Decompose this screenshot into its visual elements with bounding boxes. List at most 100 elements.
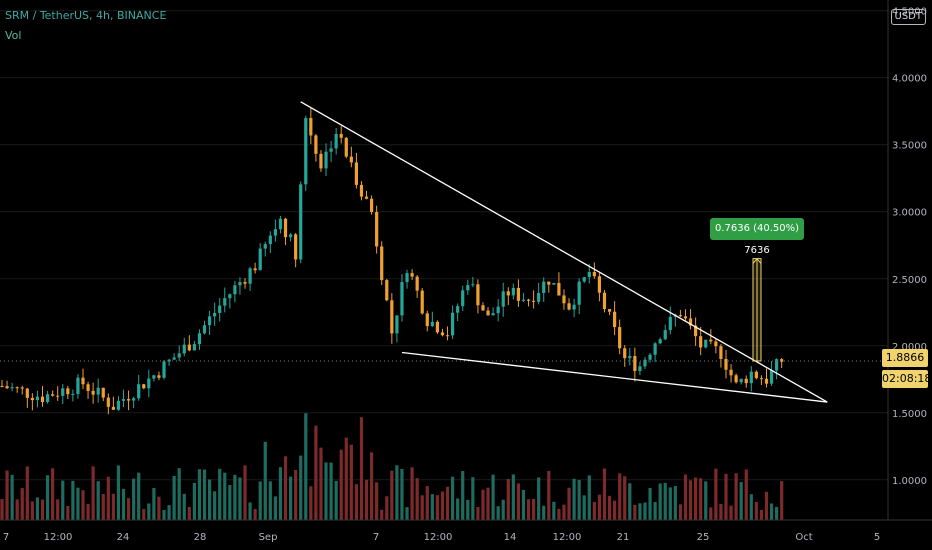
candle-body (607, 309, 612, 312)
volume-bar (263, 441, 267, 520)
volume-bar (283, 456, 288, 520)
candle-body (147, 378, 151, 389)
candle-body (20, 387, 24, 389)
candle-body (96, 387, 100, 395)
candle-body (769, 370, 774, 384)
candle-body (223, 298, 227, 306)
candle-body (582, 277, 586, 282)
volume-bar (76, 487, 80, 520)
candle-body (648, 354, 652, 360)
volume-bar (709, 507, 713, 520)
candle-body (111, 406, 115, 410)
volume-indicator-label[interactable]: Vol (5, 29, 22, 42)
volume-bar (532, 498, 536, 520)
y-tick-label: 2.0000 (892, 342, 927, 353)
candle-body (688, 318, 693, 326)
candle-body (724, 358, 728, 370)
volume-bar (299, 455, 303, 520)
candle-body (506, 291, 510, 296)
candle-body (491, 313, 495, 316)
candle-body (415, 276, 419, 291)
volume-bar (552, 501, 556, 520)
trend-lines (300, 101, 828, 403)
volume-bar (683, 474, 688, 520)
volume-bar (223, 472, 227, 520)
volume-bar (329, 462, 333, 520)
candle-body (167, 359, 171, 362)
volume-bar (5, 470, 9, 520)
candle-body (324, 151, 328, 169)
volume-bar (86, 504, 90, 520)
volume-bar (324, 462, 328, 520)
volume-bar (780, 481, 784, 520)
volume-bar (542, 505, 546, 520)
upper-trendline (300, 101, 828, 403)
volume-bar (582, 495, 586, 520)
candle-body (734, 375, 738, 383)
volume-bar (142, 509, 146, 520)
x-tick-label: 21 (617, 532, 630, 543)
currency-badge[interactable]: USDT (890, 9, 926, 25)
candle-body (354, 162, 358, 185)
volume-bar (238, 477, 242, 520)
volume-bar (486, 487, 490, 520)
candle-body (76, 377, 80, 394)
volume-bar (694, 477, 698, 520)
candle-body (385, 280, 389, 301)
candles (0, 107, 888, 415)
candle-body (400, 282, 404, 316)
candle-body (172, 357, 176, 360)
volume-bar (61, 480, 65, 520)
volume-bar (466, 499, 470, 520)
candle-body (461, 290, 465, 307)
candle-body (445, 335, 450, 337)
volume-bar (319, 447, 323, 520)
candle-body (121, 399, 126, 401)
candle-body (299, 184, 303, 260)
candle-body (283, 218, 288, 238)
volume-bar (314, 425, 318, 520)
volume-bar (126, 498, 131, 520)
candle-body (714, 341, 718, 347)
candle-body (729, 369, 733, 376)
volume-bar (628, 483, 632, 520)
candle-body (71, 393, 75, 395)
candle-body (86, 384, 90, 391)
volume-bar (334, 481, 338, 520)
candle-body (754, 371, 758, 379)
candle-body (101, 387, 105, 398)
volume-bar (258, 481, 262, 520)
volume-bar (430, 494, 434, 520)
x-tick-label: 28 (194, 532, 207, 543)
candle-body (557, 282, 561, 296)
volume-bar (400, 468, 404, 520)
volume-bar (547, 470, 551, 520)
candle-body (577, 281, 581, 305)
volume-bar (106, 476, 110, 520)
volume-bar (638, 503, 642, 520)
volume-bar (369, 452, 374, 520)
candle-body (375, 212, 379, 247)
candle-body (218, 305, 222, 313)
candle-body (694, 325, 698, 337)
candle-body (278, 218, 283, 230)
candle-body (349, 156, 353, 163)
volume-bar (633, 504, 637, 520)
candle-body (709, 339, 713, 342)
x-tick-label: 12:00 (424, 532, 453, 543)
candle-body (496, 306, 500, 314)
volume-bar (420, 495, 424, 520)
candle-body (273, 229, 277, 236)
candle-body (390, 300, 394, 334)
candle-body (567, 303, 571, 310)
volume-bar (724, 473, 728, 520)
candle-body (542, 281, 546, 293)
volume-bar (769, 503, 774, 520)
candle-body (521, 299, 526, 301)
volume-bar (51, 468, 55, 520)
candle-body (359, 184, 364, 197)
volume-bar (440, 491, 445, 520)
